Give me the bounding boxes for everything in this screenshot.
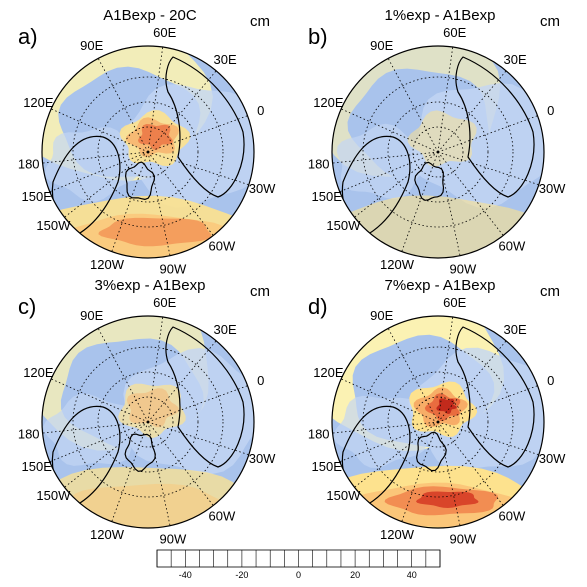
longitude-label: 60E — [443, 295, 466, 310]
longitude-label: 150W — [36, 488, 71, 503]
longitude-label: 30E — [214, 52, 237, 67]
map-boundary — [41, 45, 255, 259]
longitude-label: 150E — [312, 459, 343, 474]
longitude-label: 90E — [80, 308, 103, 323]
longitude-label: 60E — [153, 295, 176, 310]
graticule — [332, 46, 539, 256]
longitude-label: 60W — [209, 509, 236, 524]
longitude-label: 0 — [257, 373, 264, 388]
panel-label: a) — [18, 24, 38, 49]
graticule — [42, 316, 249, 526]
longitude-label: 150E — [22, 459, 53, 474]
longitude-label: 120E — [23, 95, 54, 110]
longitude-label: 90W — [160, 261, 187, 276]
longitude-label: 180 — [18, 157, 40, 172]
panel-d: 150E 120E 90E 60E 30E 0 30W 60W 90W 120W 150W 180 7%… — [308, 277, 566, 546]
longitude-label: 60W — [499, 239, 526, 254]
longitude-label: 120W — [90, 257, 125, 272]
unit-label: cm — [540, 283, 560, 300]
colorbar: -40 -20 0 20 40 — [156, 549, 441, 580]
longitude-label: 30W — [249, 451, 276, 466]
colorbar-tick-label: 40 — [407, 570, 417, 580]
longitude-label: 90W — [450, 261, 477, 276]
panel-label: d) — [308, 294, 328, 319]
panel-label: c) — [18, 294, 36, 319]
longitude-label: 120E — [313, 365, 344, 380]
unit-label: cm — [250, 283, 270, 300]
longitude-label: 120W — [90, 527, 125, 542]
panel-title: 7%exp - A1Bexp — [385, 277, 496, 294]
panel-title: 1%exp - A1Bexp — [385, 7, 496, 24]
longitude-label: 120E — [313, 95, 344, 110]
longitude-label: 60E — [443, 25, 466, 40]
longitude-label: 90W — [450, 531, 477, 546]
longitude-label: 30E — [504, 52, 527, 67]
longitude-label: 30W — [539, 181, 566, 196]
longitude-label: 180 — [308, 427, 330, 442]
colorbar-tick-label: 0 — [296, 570, 301, 580]
longitude-label: 30W — [539, 451, 566, 466]
map-boundary — [331, 45, 545, 259]
longitude-label: 60W — [209, 239, 236, 254]
longitude-label: 150E — [22, 189, 53, 204]
longitude-label: 90E — [370, 308, 393, 323]
longitude-label: 0 — [547, 373, 554, 388]
longitude-label: 90W — [160, 531, 187, 546]
graticule — [42, 46, 249, 256]
unit-label: cm — [250, 13, 270, 30]
longitude-label: 150W — [36, 218, 71, 233]
panel-b: 150E 120E 90E 60E 30E 0 30W 60W 90W 120W 150W 180 1%… — [308, 7, 566, 276]
panel-title: A1Bexp - 20C — [103, 7, 197, 24]
longitude-label: 150W — [326, 488, 361, 503]
map-boundary — [331, 315, 545, 529]
panel-a: 150E 120E 90E 60E 30E 0 30W 60W 90W 120W 150W 180 A1… — [18, 7, 276, 276]
unit-label: cm — [540, 13, 560, 30]
colorbar-tick-label: -20 — [235, 570, 248, 580]
longitude-label: 0 — [547, 103, 554, 118]
colorbar-tick-label: 20 — [350, 570, 360, 580]
longitude-label: 120E — [23, 365, 54, 380]
longitude-label: 30W — [249, 181, 276, 196]
panel-label: b) — [308, 24, 328, 49]
panel-c: 150E 120E 90E 60E 30E 0 30W 60W 90W 120W 150W 180 3%… — [18, 277, 276, 546]
map-boundary — [41, 315, 255, 529]
longitude-label: 180 — [308, 157, 330, 172]
colorbar-tick-label: -40 — [179, 570, 192, 580]
longitude-label: 180 — [18, 427, 40, 442]
longitude-label: 60W — [499, 509, 526, 524]
graticule — [332, 316, 539, 526]
longitude-label: 0 — [257, 103, 264, 118]
longitude-label: 150W — [326, 218, 361, 233]
longitude-label: 90E — [80, 38, 103, 53]
longitude-label: 90E — [370, 38, 393, 53]
longitude-label: 120W — [380, 527, 415, 542]
longitude-label: 30E — [504, 322, 527, 337]
panel-title: 3%exp - A1Bexp — [95, 277, 206, 294]
longitude-label: 60E — [153, 25, 176, 40]
longitude-label: 150E — [312, 189, 343, 204]
longitude-label: 120W — [380, 257, 415, 272]
longitude-label: 30E — [214, 322, 237, 337]
